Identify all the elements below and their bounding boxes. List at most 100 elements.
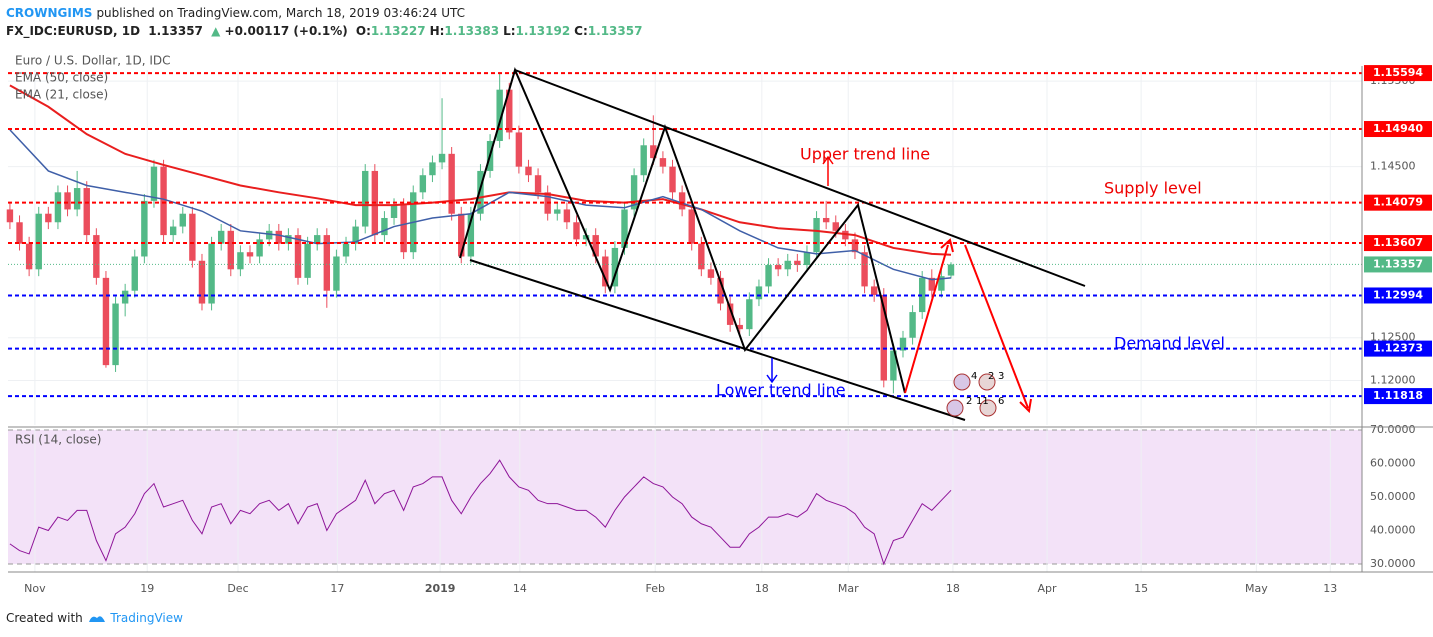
ohlc-value: 1.13357: [587, 24, 643, 38]
rsi-line: [9, 459, 952, 566]
candle-body: [861, 252, 868, 287]
candle-body: [16, 222, 23, 244]
x-tick-label: Mar: [838, 582, 859, 595]
drawings: [459, 67, 1086, 421]
candle-body: [630, 175, 638, 210]
published: published on TradingView.com, March 18, …: [96, 6, 465, 20]
candle-body: [688, 209, 695, 244]
candle-body: [25, 243, 33, 270]
candle-body: [947, 264, 955, 276]
candle-body: [573, 222, 580, 240]
event-icon: [953, 373, 971, 391]
candle-body: [381, 217, 388, 236]
ohlc-key: H:: [429, 24, 445, 38]
level-label-bg: [1364, 287, 1432, 304]
rsi-title: RSI (14, close): [15, 433, 101, 447]
candle-body: [390, 205, 398, 218]
candle-body: [342, 243, 350, 257]
candle-body: [515, 132, 523, 167]
price-label-bg: [1364, 256, 1432, 273]
candle-body: [611, 247, 619, 287]
level-label: 1.11818: [1373, 389, 1423, 402]
candle-body: [467, 213, 475, 257]
candle-body: [890, 350, 897, 381]
candle-body: [851, 239, 859, 253]
candle-body: [602, 256, 609, 287]
event-icon: [946, 399, 964, 417]
candle-body: [659, 158, 667, 167]
candle-body: [458, 213, 465, 257]
events: 4 2 3 2 11 6: [946, 371, 1004, 417]
ema-line: [9, 84, 952, 256]
level-label-bg: [1364, 194, 1432, 211]
candle-body: [870, 286, 878, 295]
ohlc: O:1.13227 H:1.13383 L:1.13192 C:1.13357: [356, 24, 647, 38]
event-icon: [978, 373, 996, 391]
rsi-band: [8, 430, 1362, 564]
projection: [964, 244, 1029, 409]
candle-body: [73, 188, 81, 210]
candle-body: [525, 166, 532, 176]
ema-line: [9, 129, 952, 281]
logo: [88, 616, 105, 622]
candle-body: [333, 256, 340, 291]
candle-body: [918, 277, 926, 313]
x-tick-label: Apr: [1038, 582, 1058, 595]
symbol: FX_IDC:EURUSD, 1D: [6, 24, 141, 38]
x-tick-label: Nov: [24, 582, 46, 595]
candle-body: [707, 269, 715, 278]
change: +0.00117 (+0.1%): [224, 24, 348, 38]
candle-body: [803, 252, 811, 266]
brand: TradingView: [110, 611, 183, 625]
candle-body: [93, 235, 100, 278]
event-count: 4: [971, 371, 977, 382]
candle-body: [304, 243, 311, 278]
candle-body: [736, 324, 743, 330]
x-tick-label: 13: [1323, 582, 1337, 595]
annotation: Upper trend line: [800, 145, 930, 164]
candle-body: [477, 170, 484, 214]
candle-body: [650, 145, 657, 159]
candle-body: [880, 294, 887, 381]
y-tick-label: 30.0000: [1370, 557, 1416, 570]
footer: Created with TradingView: [6, 610, 183, 625]
candle-body: [755, 286, 763, 300]
event-count: 6: [998, 396, 1004, 407]
ohlc-value: 1.13383: [444, 24, 500, 38]
level-label: 1.13607: [1373, 236, 1423, 249]
candle-body: [54, 192, 62, 223]
candle-body: [45, 213, 52, 223]
y-tick-label: 1.12500: [1370, 331, 1416, 344]
candle-body: [83, 188, 90, 236]
candle-body: [294, 235, 302, 278]
candle-body: [899, 337, 907, 351]
chart: Upper trend line Supply level Demand lev…: [6, 54, 1433, 595]
event-count: 3: [998, 371, 1004, 382]
candle-body: [429, 162, 436, 176]
arrow-head: [1019, 398, 1032, 414]
y-tick-label: 1.12000: [1370, 374, 1416, 387]
arrow-head: [940, 238, 954, 253]
candle-body: [150, 166, 158, 201]
zigzag: [459, 67, 906, 394]
candle-body: [784, 260, 791, 270]
candle-body: [506, 89, 513, 133]
header-row: CROWNGIMS published on TradingView.com, M…: [6, 4, 650, 22]
event-count: 11: [976, 396, 989, 407]
candle-body: [621, 209, 628, 248]
publisher: CROWNGIMS: [6, 6, 93, 20]
grid: [8, 70, 1362, 572]
upper-trend-line: [514, 69, 1086, 287]
candle-body: [842, 230, 849, 240]
price-label: 1.13357: [1373, 257, 1423, 270]
arrow-head: [822, 155, 834, 165]
marks: [6, 72, 1362, 566]
candle-body: [121, 290, 129, 304]
y-tick-label: 60.0000: [1370, 456, 1416, 469]
level-label-bg: [1364, 65, 1432, 82]
y-tick-label: 40.0000: [1370, 523, 1416, 536]
candle-body: [794, 260, 801, 266]
level-label: 1.14940: [1373, 122, 1423, 135]
chart-title: Euro / U.S. Dollar, 1D, IDC: [15, 54, 171, 68]
